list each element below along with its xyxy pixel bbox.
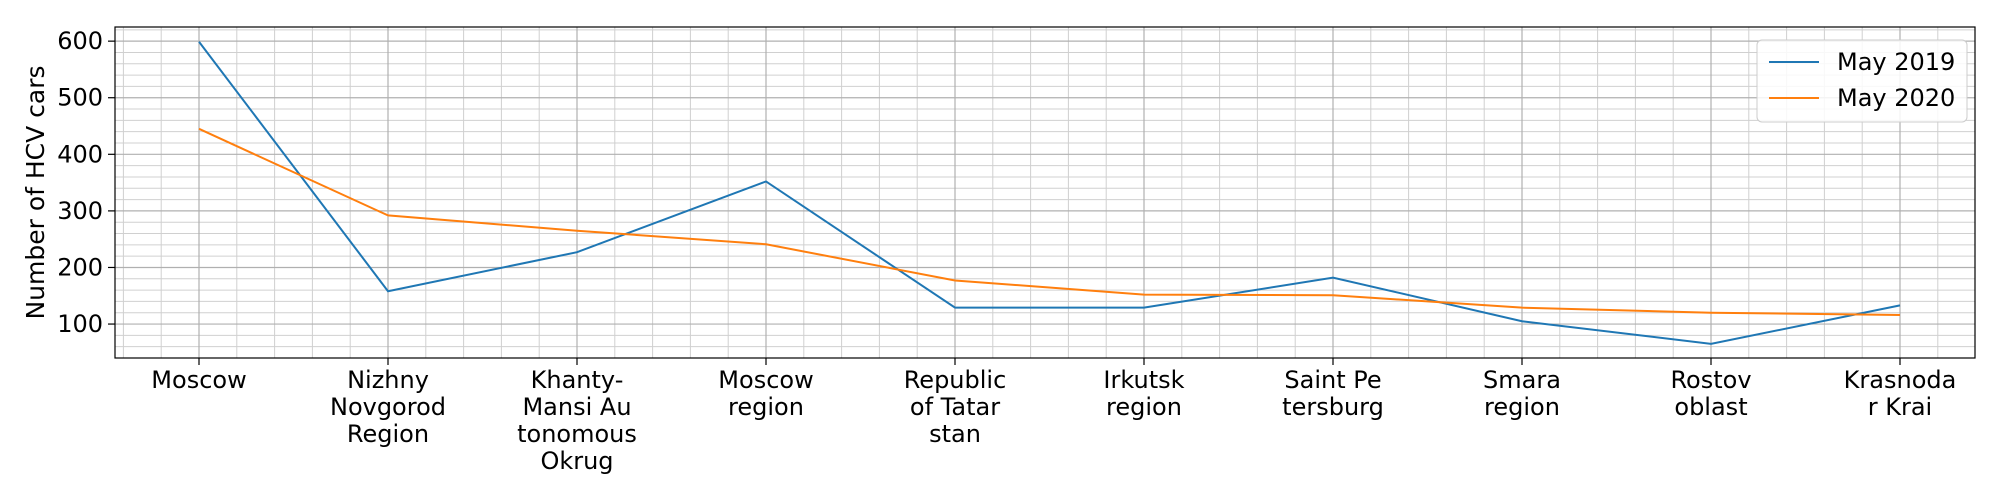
x-tick-label-line: Okrug <box>540 447 613 475</box>
x-tick-label: Moscow region <box>718 366 813 421</box>
x-tick-label-line: of Tatar <box>910 393 1000 421</box>
minor-gridlines <box>115 27 1975 359</box>
x-tick-label-line: oblast <box>1674 393 1747 421</box>
x-tick-label: Khanty-Mansi Au tonomous Okrug <box>517 366 637 475</box>
series-line-2 <box>198 127 1901 316</box>
y-tick-label: 100 <box>57 310 103 338</box>
plot-area-frame <box>114 26 1976 359</box>
x-tick-label-line: r Krai <box>1868 393 1932 421</box>
x-axis: Moscow Nizhny Novgorod Region Khanty-Mansi A… <box>151 358 1956 475</box>
x-tick-label: Irkutsk region <box>1103 366 1184 421</box>
x-tick-label-line: Republic <box>904 366 1007 394</box>
x-tick-label-line: Rostov <box>1670 366 1751 394</box>
x-tick-label-line: region <box>728 393 804 421</box>
x-tick-label-line: tersburg <box>1282 393 1384 421</box>
x-tick-label-line: Moscow <box>151 366 246 394</box>
y-tick-label: 400 <box>57 140 103 168</box>
x-tick-label-line: Smara <box>1483 366 1561 394</box>
x-tick-label-line: Moscow <box>718 366 813 394</box>
major-gridlines <box>115 27 1975 358</box>
x-tick-label: Nizhny Novgorod Region <box>330 366 446 448</box>
x-tick-label-line: Krasnoda <box>1844 366 1957 394</box>
x-tick-label-line: Mansi Au <box>522 393 631 421</box>
y-tick-label: 300 <box>57 197 103 225</box>
x-tick-label-line: Nizhny <box>347 366 429 394</box>
x-tick-label-line: region <box>1484 393 1560 421</box>
x-tick-label: Saint Pe tersburg <box>1282 366 1384 421</box>
legend-box <box>1756 39 1968 123</box>
y-axis: 100 200 300 400 500 600 <box>57 27 115 338</box>
y-tick-label: 500 <box>57 84 103 112</box>
x-tick-label: Krasnoda r Krai <box>1844 366 1957 421</box>
legend-label-1: May 2019 <box>1837 48 1955 76</box>
x-tick-label: Republic of Tatar stan <box>904 366 1007 448</box>
y-tick-label: 600 <box>57 27 103 55</box>
x-tick-label-line: tonomous <box>517 420 637 448</box>
legend-label-2: May 2020 <box>1837 84 1955 112</box>
y-axis-label: Number of HCV cars <box>21 65 50 319</box>
x-tick-label: Moscow <box>151 366 246 394</box>
x-tick-label-line: stan <box>929 420 981 448</box>
x-tick-label-line: Irkutsk <box>1103 366 1184 394</box>
series-lines <box>198 41 1901 345</box>
y-tick-label: 200 <box>57 253 103 281</box>
legend: May 2019 May 2020 <box>1756 39 1968 123</box>
series-line-1 <box>198 41 1901 345</box>
x-tick-label: Rostov oblast <box>1670 366 1751 421</box>
x-tick-label-line: Saint Pe <box>1284 366 1381 394</box>
x-tick-label-line: Khanty- <box>531 366 624 394</box>
x-tick-label: Smara region <box>1483 366 1561 421</box>
x-tick-label-line: Region <box>347 420 429 448</box>
x-tick-label-line: region <box>1106 393 1182 421</box>
x-tick-label-line: Novgorod <box>330 393 446 421</box>
